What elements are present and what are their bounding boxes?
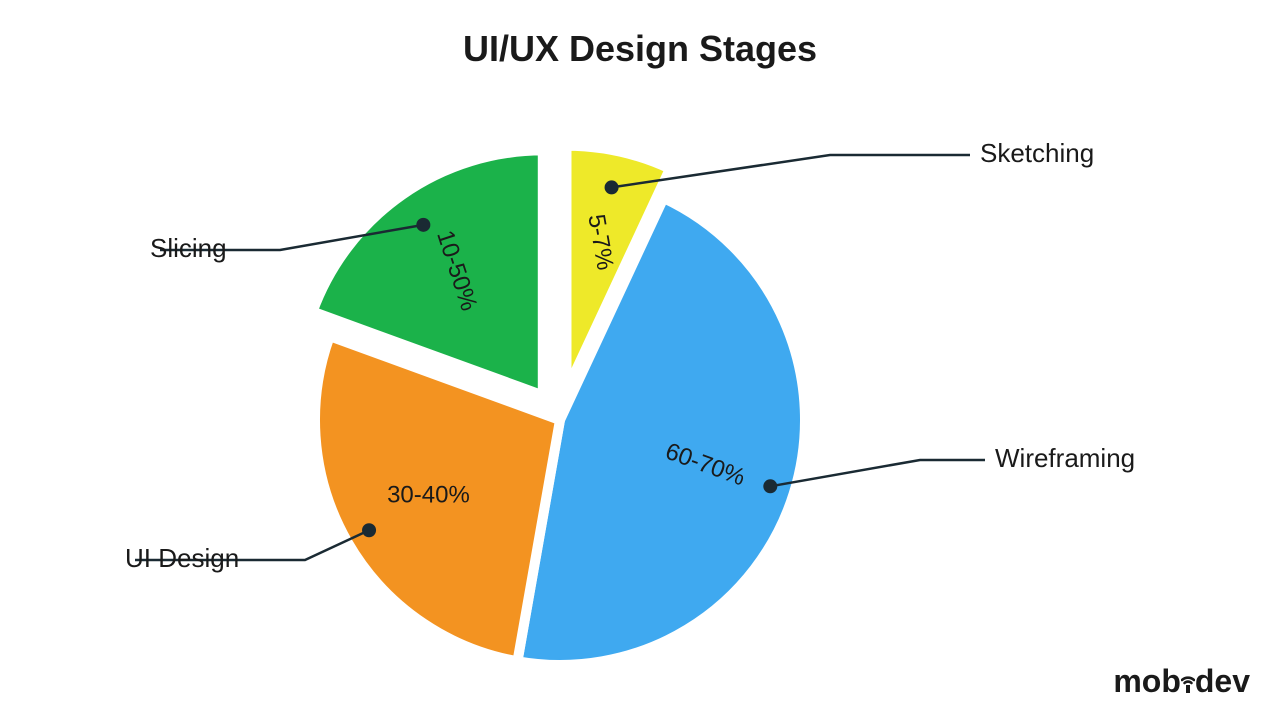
wifi-icon: [1181, 661, 1195, 698]
callout-label-slicing: Slicing: [150, 233, 227, 263]
brand-logo: mob dev: [1113, 663, 1250, 700]
logo-text-2: dev: [1195, 663, 1250, 699]
pie-chart: SketchingWireframingUI DesignSlicing 5-7…: [0, 0, 1280, 720]
logo-text-1: mob: [1113, 663, 1181, 699]
callout-label-ui-design: UI Design: [125, 543, 239, 573]
callout-label-wireframing: Wireframing: [995, 443, 1135, 473]
slice-value-ui-design: 30-40%: [387, 481, 470, 508]
callout-label-sketching: Sketching: [980, 138, 1094, 168]
